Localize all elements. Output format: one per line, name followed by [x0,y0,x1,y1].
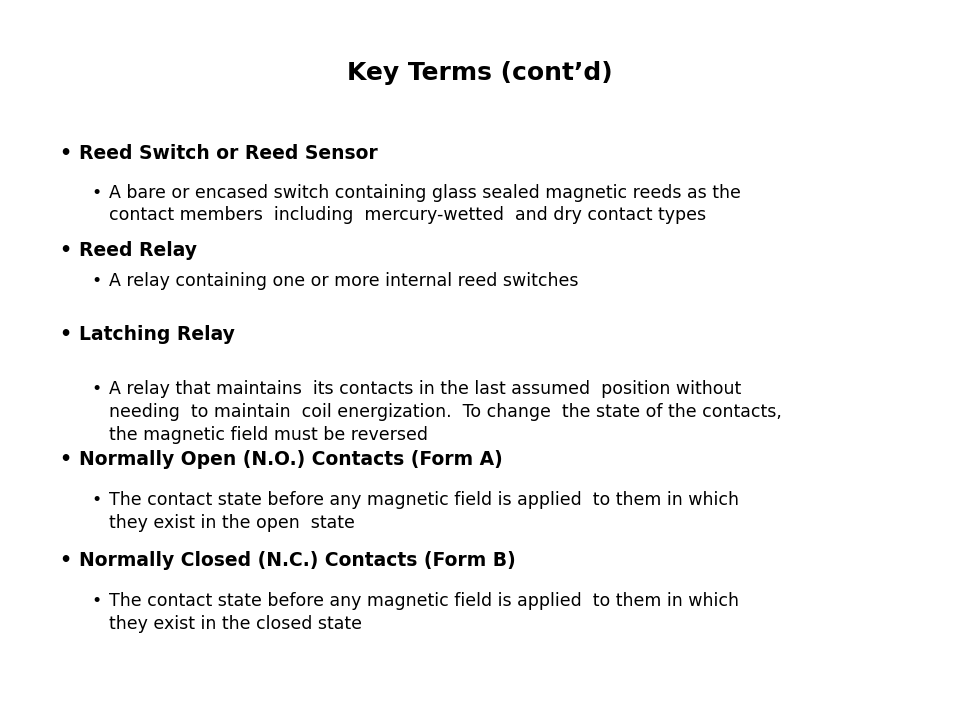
Text: Key Terms (cont’d): Key Terms (cont’d) [348,61,612,85]
Text: •: • [91,380,101,398]
Text: Normally Closed (N.C.) Contacts (Form B): Normally Closed (N.C.) Contacts (Form B) [79,551,516,570]
Text: Reed Switch or Reed Sensor: Reed Switch or Reed Sensor [79,144,377,163]
Text: A bare or encased switch containing glass sealed magnetic reeds as the
contact m: A bare or encased switch containing glas… [109,184,741,225]
Text: •: • [60,144,71,163]
Text: •: • [60,241,71,260]
Text: •: • [60,325,71,344]
Text: •: • [91,592,101,610]
Text: Normally Open (N.O.) Contacts (Form A): Normally Open (N.O.) Contacts (Form A) [79,450,502,469]
Text: •: • [91,272,101,290]
Text: The contact state before any magnetic field is applied  to them in which
they ex: The contact state before any magnetic fi… [109,491,739,532]
Text: •: • [60,551,71,570]
Text: •: • [91,491,101,509]
Text: A relay that maintains  its contacts in the last assumed  position without
needi: A relay that maintains its contacts in t… [109,380,782,444]
Text: Latching Relay: Latching Relay [79,325,234,344]
Text: •: • [91,184,101,202]
Text: A relay containing one or more internal reed switches: A relay containing one or more internal … [109,272,579,290]
Text: •: • [60,450,71,469]
Text: Reed Relay: Reed Relay [79,241,197,260]
Text: The contact state before any magnetic field is applied  to them in which
they ex: The contact state before any magnetic fi… [109,592,739,633]
